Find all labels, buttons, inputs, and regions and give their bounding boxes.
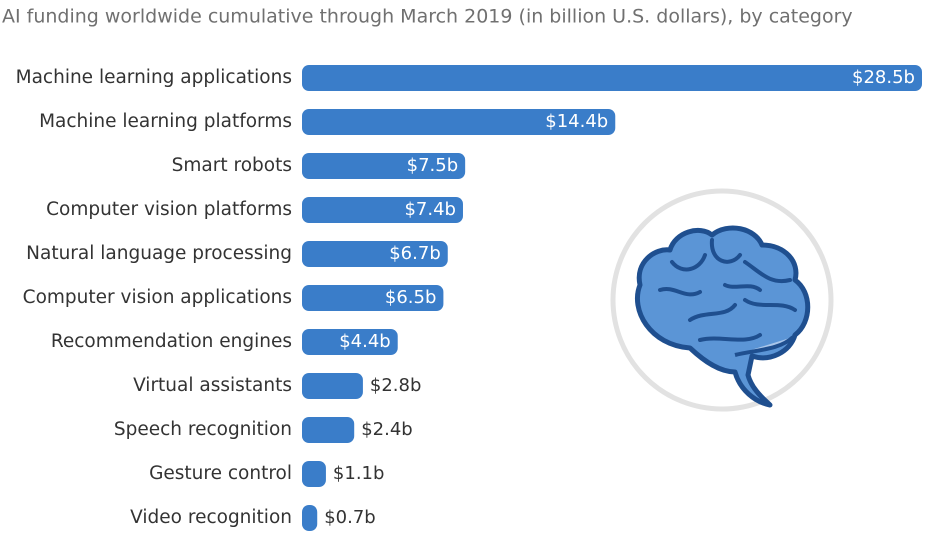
category-label: Recommendation engines bbox=[51, 331, 292, 352]
bar bbox=[302, 285, 444, 311]
bar bbox=[302, 109, 616, 135]
bar bbox=[302, 153, 466, 179]
value-label: $28.5b bbox=[852, 67, 915, 88]
bar bbox=[302, 329, 398, 355]
brain-illustration bbox=[610, 188, 834, 412]
bar bbox=[302, 461, 326, 487]
category-label: Video recognition bbox=[130, 507, 292, 528]
value-label: $7.4b bbox=[404, 199, 456, 220]
value-label: $7.5b bbox=[407, 155, 459, 176]
value-label: $2.4b bbox=[361, 419, 413, 440]
category-label: Machine learning platforms bbox=[39, 111, 292, 132]
category-label: Virtual assistants bbox=[133, 375, 292, 396]
bar bbox=[302, 241, 448, 267]
value-label: $0.7b bbox=[324, 507, 376, 528]
category-label: Computer vision platforms bbox=[46, 199, 292, 220]
bar bbox=[302, 417, 355, 443]
category-label: Speech recognition bbox=[114, 419, 292, 440]
value-label: $6.7b bbox=[389, 243, 441, 264]
bar bbox=[302, 65, 922, 91]
category-label: Computer vision applications bbox=[23, 287, 292, 308]
value-label: $4.4b bbox=[339, 331, 391, 352]
bar bbox=[302, 197, 463, 223]
category-label: Gesture control bbox=[149, 463, 292, 484]
chart-subtitle: AI funding worldwide cumulative through … bbox=[2, 6, 853, 28]
category-label: Machine learning applications bbox=[16, 67, 292, 88]
value-label: $14.4b bbox=[545, 111, 608, 132]
bar bbox=[302, 505, 318, 531]
value-label: $6.5b bbox=[385, 287, 437, 308]
bar bbox=[302, 373, 363, 399]
value-label: $2.8b bbox=[370, 375, 422, 396]
category-label: Natural language processing bbox=[26, 243, 292, 264]
category-label: Smart robots bbox=[172, 155, 292, 176]
value-label: $1.1b bbox=[333, 463, 385, 484]
